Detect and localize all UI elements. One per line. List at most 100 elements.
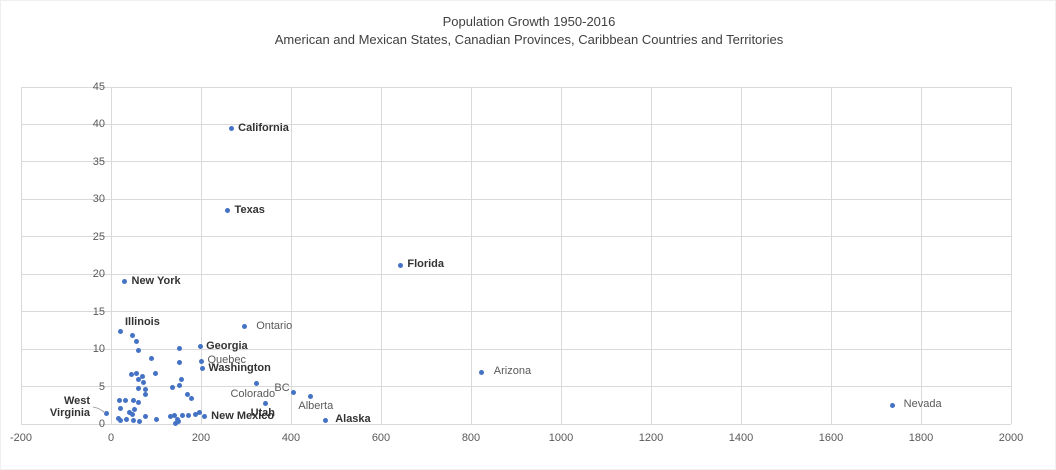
- gridline-vertical: [920, 87, 922, 424]
- label-leader-line: [92, 406, 106, 413]
- data-point: [122, 279, 127, 285]
- data-point: [129, 411, 135, 417]
- data-point-label: Georgia: [206, 339, 248, 352]
- gridline-horizontal: [21, 236, 1011, 238]
- data-point: [149, 356, 154, 362]
- x-axis-tick-label: 400: [281, 432, 301, 444]
- gridline-vertical: [740, 87, 742, 424]
- gridline-vertical: [20, 87, 22, 424]
- data-point: [176, 383, 182, 389]
- data-point: [126, 409, 132, 415]
- gridline-vertical: [560, 87, 562, 424]
- data-point-label: Alberta: [298, 400, 334, 413]
- data-point-label: New York: [131, 274, 181, 287]
- x-axis-tick-label: -200: [9, 432, 33, 444]
- gridline-vertical: [830, 87, 832, 424]
- data-point: [890, 402, 896, 408]
- chart-title-block: Population Growth 1950-2016 American and…: [1, 13, 1056, 49]
- y-axis-tick-label: 5: [98, 380, 105, 393]
- data-point: [133, 339, 139, 345]
- data-point: [118, 405, 124, 411]
- x-axis-tick-label: 1000: [548, 432, 574, 444]
- data-point: [122, 397, 128, 403]
- data-point: [128, 372, 134, 378]
- gridline-vertical: [110, 87, 112, 424]
- data-point: [170, 384, 176, 390]
- chart-title: Population Growth 1950-2016: [442, 14, 616, 29]
- data-point-label: California: [238, 121, 289, 134]
- data-point: [137, 419, 143, 425]
- gridline-horizontal: [21, 423, 1011, 425]
- data-point: [135, 348, 141, 354]
- x-axis-tick-label: 1400: [728, 432, 754, 444]
- data-point: [176, 419, 181, 425]
- gridline-horizontal: [21, 161, 1011, 163]
- data-point: [134, 370, 140, 376]
- data-point-label: Texas: [234, 203, 265, 216]
- data-point-label: Utah: [250, 407, 276, 420]
- data-point: [141, 380, 147, 386]
- data-point: [117, 329, 123, 335]
- data-point-label: Quebec: [207, 354, 246, 367]
- x-axis-tick-label: 1600: [818, 432, 844, 444]
- gridline-horizontal: [21, 123, 1011, 125]
- data-point: [143, 392, 149, 398]
- data-point: [136, 377, 142, 383]
- data-point: [201, 414, 207, 419]
- y-axis-tick-label: 10: [92, 343, 105, 356]
- data-point: [130, 398, 136, 404]
- y-axis-tick-label: 40: [92, 118, 105, 131]
- x-axis-tick-label: 2000: [998, 432, 1024, 444]
- data-point: [192, 411, 198, 417]
- data-point-label: Colorado: [230, 387, 276, 400]
- y-axis-tick-label: 30: [92, 193, 105, 206]
- data-point-label: West Virginia: [49, 394, 91, 419]
- data-point: [142, 387, 148, 393]
- x-axis-tick-label: 800: [461, 432, 481, 444]
- data-point: [322, 417, 328, 423]
- data-point: [198, 358, 204, 364]
- data-point: [228, 126, 234, 132]
- data-point: [152, 371, 158, 377]
- data-point: [176, 345, 182, 351]
- data-point: [479, 369, 485, 375]
- data-point: [199, 366, 205, 372]
- gridline-vertical: [650, 87, 652, 424]
- data-point: [291, 390, 297, 396]
- data-point: [135, 385, 141, 391]
- data-point-label: Ontario: [256, 319, 293, 332]
- gridline-horizontal: [21, 311, 1011, 313]
- x-axis-tick-label: 0: [107, 432, 115, 444]
- y-axis-tick-label: 45: [92, 81, 105, 93]
- gridline-vertical: [200, 87, 202, 424]
- y-axis-tick-label: 35: [92, 155, 105, 168]
- data-point: [115, 415, 121, 421]
- data-point: [197, 409, 203, 415]
- gridline-horizontal: [21, 348, 1011, 350]
- data-point-label: Illinois: [125, 315, 160, 328]
- gridline-horizontal: [21, 198, 1011, 200]
- gridline-vertical: [1010, 87, 1012, 424]
- x-axis-tick-label: 200: [191, 432, 211, 444]
- x-axis-tick-label: 1200: [638, 432, 664, 444]
- data-point: [225, 208, 231, 214]
- data-point: [397, 262, 403, 268]
- y-axis-tick-label: 0: [98, 418, 105, 430]
- data-point: [135, 399, 141, 405]
- data-point: [179, 376, 185, 382]
- data-point: [263, 400, 269, 406]
- data-point: [176, 360, 182, 366]
- data-point: [118, 418, 124, 424]
- x-axis-tick-label: 600: [371, 432, 391, 444]
- chart-subtitle: American and Mexican States, Canadian Pr…: [274, 32, 784, 47]
- data-point-label: New Mexico: [211, 409, 275, 422]
- data-point: [130, 333, 136, 339]
- data-point: [131, 407, 137, 413]
- data-point-label: Nevada: [903, 398, 942, 411]
- gridline-horizontal: [21, 386, 1011, 388]
- data-point: [180, 413, 186, 419]
- data-point-label: BC: [274, 381, 290, 394]
- data-point: [241, 324, 247, 330]
- data-point: [167, 414, 173, 419]
